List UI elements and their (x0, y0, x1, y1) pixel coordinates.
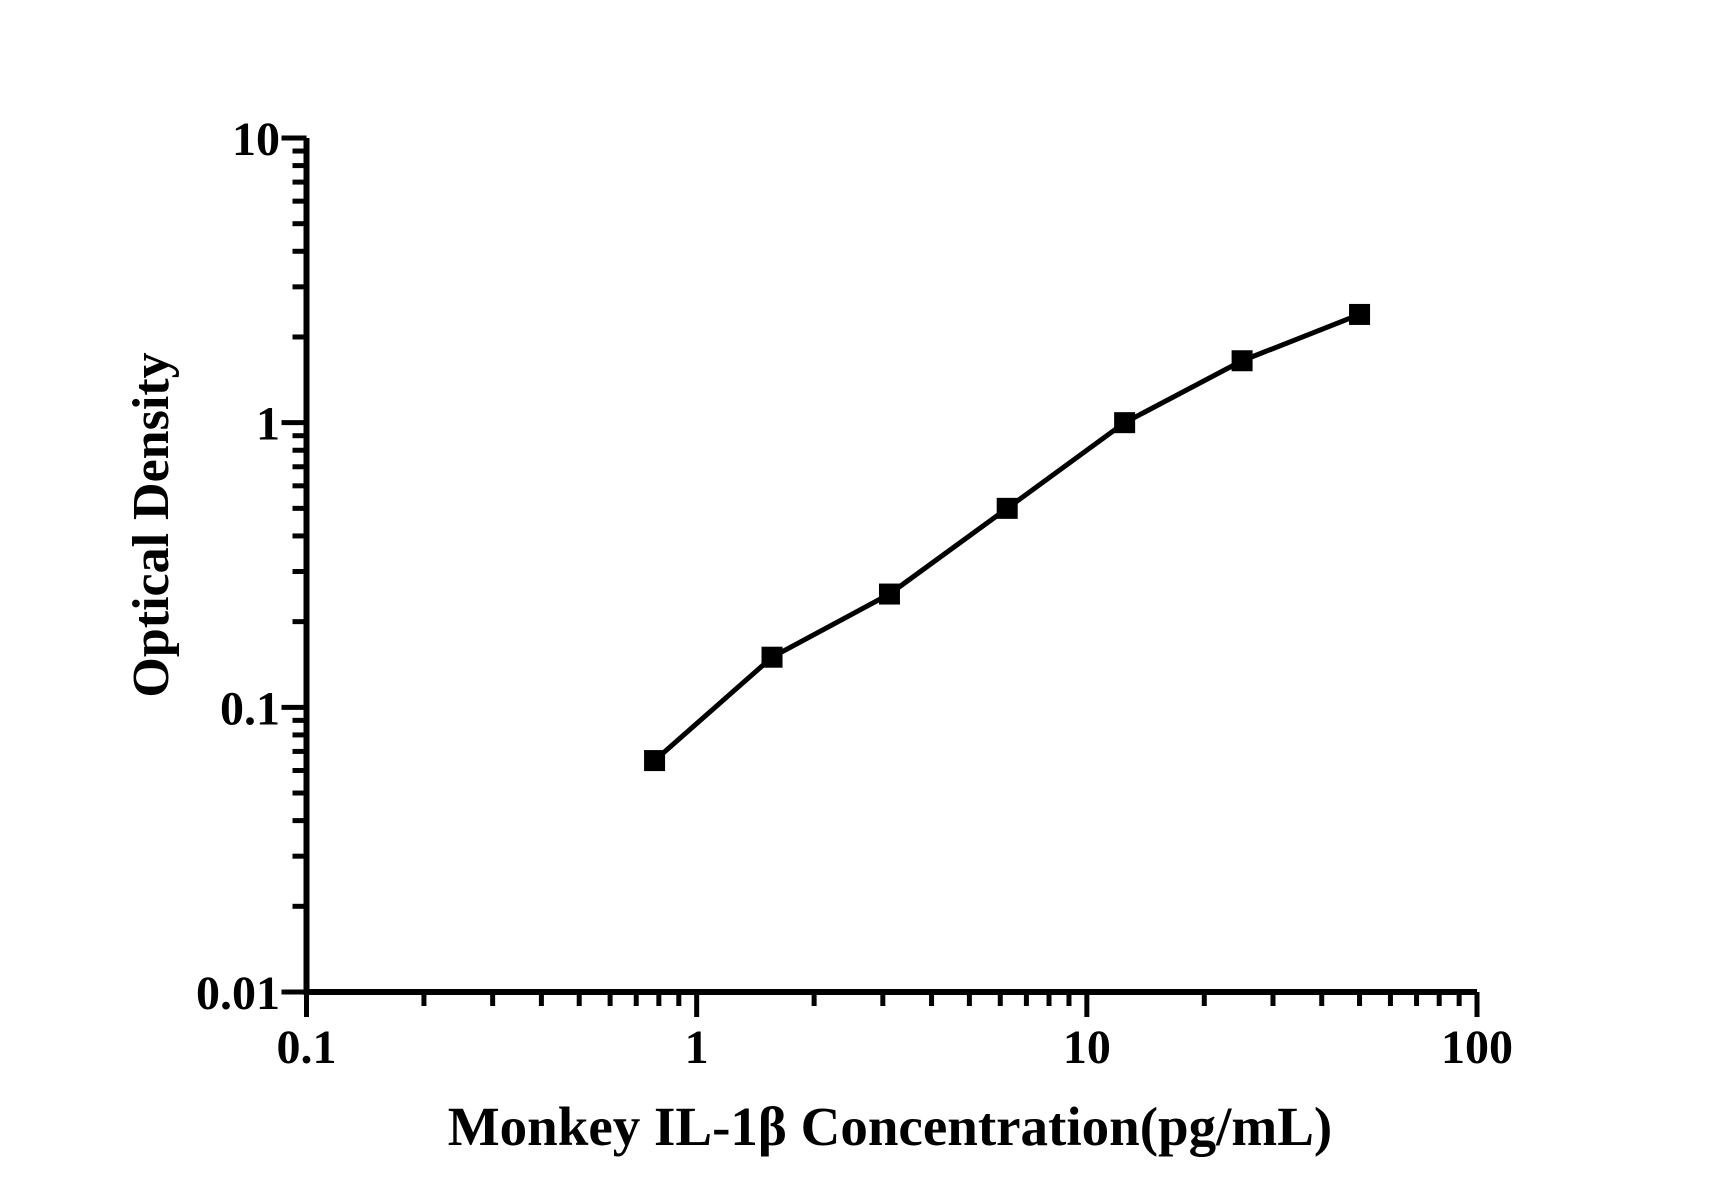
standard-curve-line (652, 312, 1361, 763)
y-axis-title: Optical Density (123, 352, 180, 697)
y-tick-label: 10 (232, 113, 280, 166)
data-point-marker (996, 497, 1018, 519)
y-tick-label: 1 (256, 398, 280, 451)
x-tick-label: 10 (1063, 1021, 1111, 1074)
x-tick-label: 1 (685, 1021, 709, 1074)
data-point-marker (878, 583, 900, 605)
data-point-marker (1349, 303, 1371, 325)
y-tick-label: 0.1 (220, 682, 280, 735)
x-axis-title: Monkey IL-1β Concentration(pg/mL) (448, 1096, 1333, 1157)
data-point-marker (1231, 350, 1253, 372)
data-point-marker (1114, 412, 1136, 434)
data-point-marker (761, 646, 783, 668)
x-tick-label: 0.1 (277, 1021, 337, 1074)
x-tick-label: 100 (1441, 1021, 1513, 1074)
data-point-marker (644, 750, 666, 772)
y-tick-label: 0.01 (196, 967, 280, 1020)
